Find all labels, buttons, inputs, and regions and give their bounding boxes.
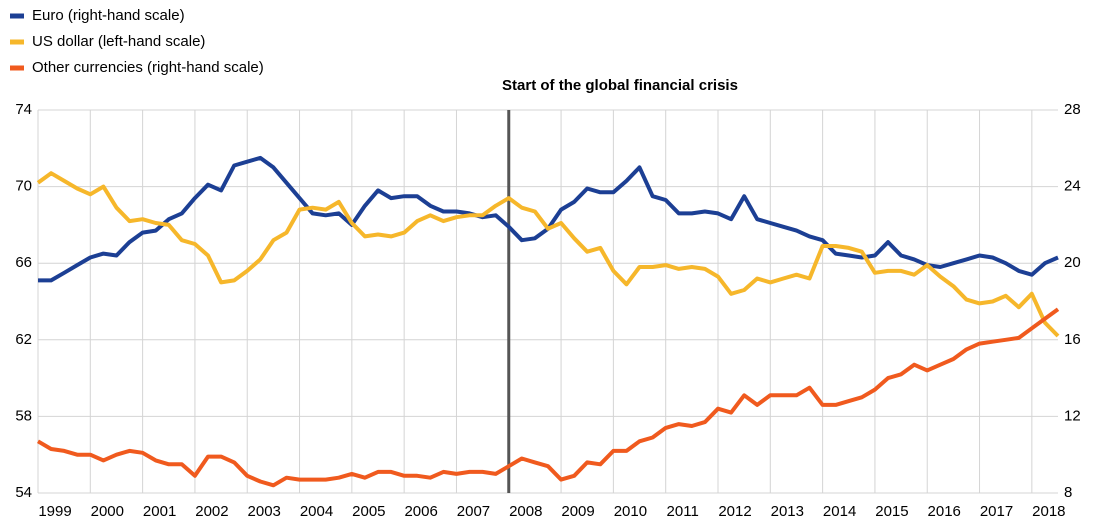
x-tick-label: 2002 (195, 503, 228, 520)
y2-tick-label: 24 (1064, 178, 1081, 195)
x-tick-label: 2007 (457, 503, 490, 520)
x-tick-label: 2005 (352, 503, 385, 520)
x-tick-label: 2003 (248, 503, 281, 520)
y2-tick-label: 12 (1064, 407, 1081, 424)
y-tick-label: 54 (15, 484, 32, 501)
annotation: Start of the global financial crisis (502, 77, 738, 94)
series-line (36, 171, 1060, 338)
x-tick-label: 2015 (875, 503, 908, 520)
y-tick-label: 58 (15, 407, 32, 424)
y-tick-label: 66 (15, 254, 32, 271)
series-line (36, 307, 1060, 488)
x-tick-label: 2011 (667, 503, 699, 520)
x-tick-label: 2012 (718, 503, 751, 520)
x-tick-label: 2009 (561, 503, 594, 520)
y2-tick-label: 28 (1064, 101, 1081, 118)
x-tick-label: 2016 (928, 503, 961, 520)
y2-tick-label: 8 (1064, 484, 1072, 501)
x-tick-label: 2014 (823, 503, 856, 520)
x-tick-label: 2010 (614, 503, 647, 520)
x-tick-label: 2000 (91, 503, 124, 520)
x-tick-label: 2018 (1032, 503, 1065, 520)
y-tick-label: 62 (15, 331, 32, 348)
legend-label: Euro (right-hand scale) (32, 7, 185, 24)
y2-tick-label: 20 (1064, 254, 1081, 271)
legend-label: Other currencies (right-hand scale) (32, 59, 264, 76)
y2-tick-label: 16 (1064, 331, 1081, 348)
x-tick-label: 1999 (38, 503, 71, 520)
series-line (38, 155, 1059, 283)
x-tick-label: 2001 (143, 503, 176, 520)
x-tick-label: 2008 (509, 503, 542, 520)
y-tick-label: 74 (15, 101, 32, 118)
x-tick-label: 2006 (404, 503, 437, 520)
y-tick-label: 70 (15, 178, 32, 195)
x-tick-label: 2017 (980, 503, 1013, 520)
legend-label: US dollar (left-hand scale) (32, 33, 205, 50)
x-tick-label: 2004 (300, 503, 333, 520)
x-tick-label: 2013 (771, 503, 804, 520)
